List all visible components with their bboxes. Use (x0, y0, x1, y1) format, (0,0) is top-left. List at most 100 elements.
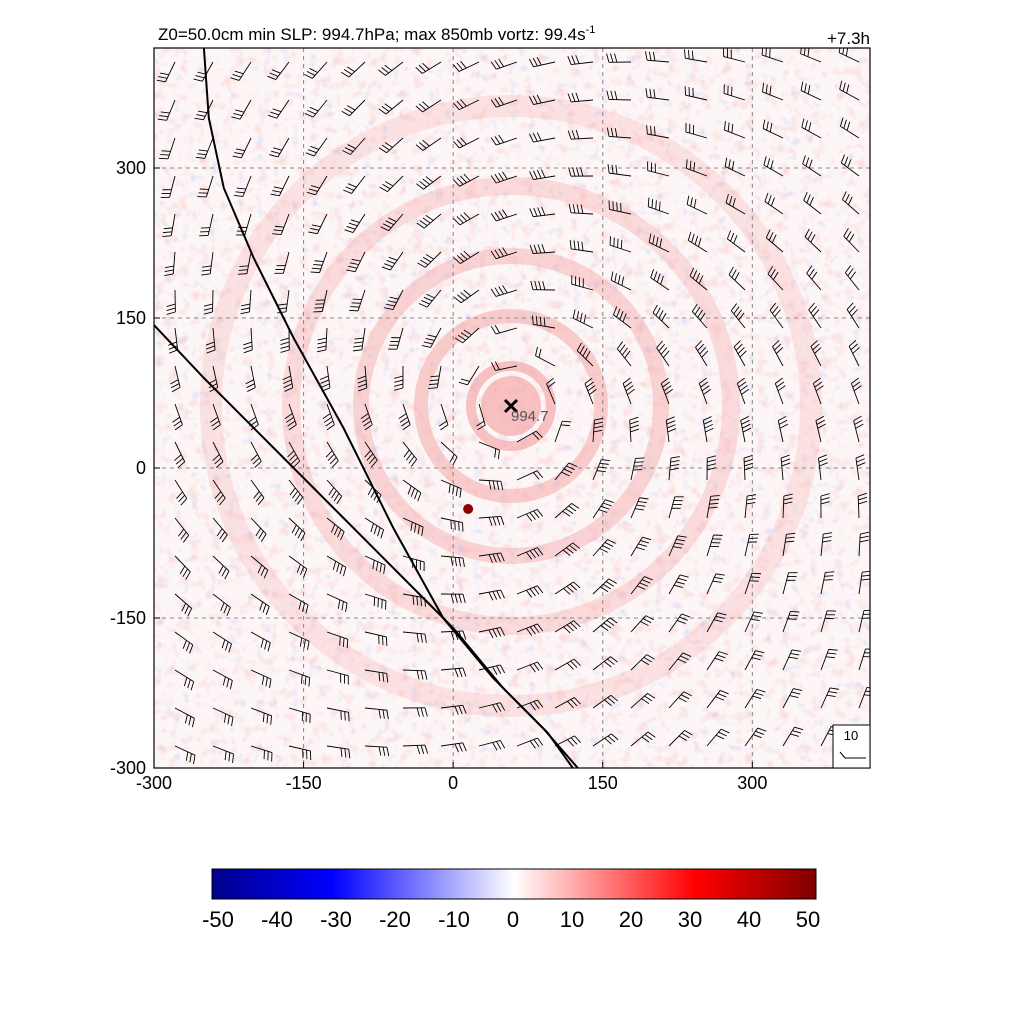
barb-feather (313, 264, 323, 266)
barb-feather (221, 639, 226, 649)
barb-feather (502, 171, 508, 180)
barb-feather (567, 56, 572, 65)
barb-feather (533, 587, 540, 595)
barb-feather (529, 96, 534, 105)
wind-barb (440, 517, 464, 532)
barb-feather (259, 601, 264, 611)
wind-barb (592, 694, 619, 709)
wind-barb (706, 573, 725, 595)
barb-feather (250, 454, 258, 461)
barb-feather (438, 420, 447, 427)
barb-feather (811, 271, 818, 280)
wind-barb (454, 327, 480, 344)
barb-feather (567, 701, 574, 709)
wind-barb (780, 454, 791, 481)
wind-barb (364, 555, 386, 574)
barb-feather (458, 557, 461, 567)
wind-barb (665, 416, 677, 443)
barb-feather (378, 709, 381, 719)
barb-feather (425, 214, 434, 221)
barb-feather (806, 194, 811, 204)
wind-barb (584, 377, 597, 405)
barb-feather (463, 250, 471, 258)
barb-feather (738, 381, 747, 388)
barb-feather (463, 329, 472, 336)
barb-feather (529, 550, 536, 559)
wind-barb (243, 327, 253, 354)
barb-feather (576, 342, 582, 351)
barb-feather (381, 105, 390, 112)
wind-barb (201, 251, 214, 276)
barb-feather (344, 711, 346, 721)
barb-feather (308, 677, 311, 687)
barb-feather (569, 544, 577, 552)
barb-feather (291, 457, 299, 465)
barb-feather (645, 88, 648, 98)
barb-feather (386, 673, 389, 683)
barb-feather (492, 516, 497, 526)
barb-feather (462, 594, 466, 603)
barb-feather (166, 311, 176, 315)
barb-feather (210, 416, 218, 423)
wind-barb (440, 704, 467, 715)
barb-feather (190, 681, 195, 691)
barb-feather (775, 377, 783, 384)
x-tick-label: 0 (448, 773, 458, 793)
wind-barb (782, 726, 804, 747)
wind-barb (592, 539, 616, 557)
wind-barb (858, 531, 870, 557)
barb-feather (639, 582, 649, 587)
barb-feather (687, 231, 692, 241)
barb-feather (786, 532, 796, 535)
wind-barb (685, 159, 708, 177)
barb-feather (655, 236, 659, 246)
barb-feather (177, 461, 185, 469)
barb-feather (399, 416, 408, 423)
barb-feather (498, 286, 504, 295)
barb-feather (599, 462, 609, 465)
barb-feather (183, 677, 188, 687)
barb-feather (600, 586, 609, 593)
barb-feather (283, 383, 293, 388)
barb-feather (421, 344, 431, 348)
barb-feather (703, 420, 713, 425)
barb-feather (382, 709, 385, 719)
barb-feather (573, 240, 576, 250)
barb-feather (806, 265, 813, 274)
barb-feather (574, 697, 581, 705)
barb-feather (380, 226, 389, 232)
wind-barb (592, 578, 617, 595)
wind-barb (535, 346, 556, 367)
wind-barb (782, 532, 796, 557)
colorbar-tick-label: 0 (507, 907, 519, 932)
wind-barb (156, 61, 176, 83)
barb-feather (568, 462, 578, 468)
barb-feather (454, 337, 463, 344)
barb-feather (785, 540, 795, 543)
colorbar-tick-label: -30 (320, 907, 352, 932)
barb-feather (717, 693, 727, 698)
wind-barb (360, 403, 373, 431)
barb-feather (233, 195, 244, 197)
barb-feather (357, 379, 367, 384)
barb-feather (587, 385, 596, 392)
barb-feather (319, 375, 329, 380)
barb-feather (642, 536, 652, 541)
barb-feather (614, 90, 618, 100)
barb-feather (343, 567, 347, 577)
barb-feather (594, 417, 604, 421)
colorbar (211, 868, 817, 900)
wind-barb (240, 289, 252, 315)
wind-barb (478, 589, 505, 601)
barb-feather (843, 228, 849, 237)
barb-feather (700, 381, 709, 388)
barb-feather (804, 83, 807, 93)
wind-barb (800, 81, 822, 101)
barb-feather (645, 51, 648, 61)
barb-feather (422, 217, 431, 224)
wind-barb (736, 377, 750, 405)
barb-feather (170, 379, 179, 385)
barb-feather (533, 663, 540, 671)
barb-feather (460, 378, 470, 382)
barb-feather (220, 602, 225, 612)
